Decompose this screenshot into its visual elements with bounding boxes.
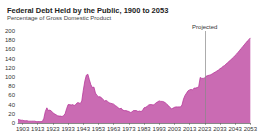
svg-text:200: 200 [5, 28, 16, 34]
svg-text:2033: 2033 [213, 126, 227, 132]
svg-text:1983: 1983 [137, 126, 151, 132]
svg-text:2023: 2023 [198, 126, 212, 132]
svg-text:1933: 1933 [61, 126, 75, 132]
svg-text:2053: 2053 [244, 126, 258, 132]
svg-text:1953: 1953 [92, 126, 106, 132]
svg-text:1973: 1973 [122, 126, 136, 132]
svg-text:1903: 1903 [16, 126, 30, 132]
svg-text:100: 100 [5, 74, 16, 80]
svg-text:1923: 1923 [46, 126, 60, 132]
svg-text:1943: 1943 [77, 126, 91, 132]
svg-text:1913: 1913 [31, 126, 45, 132]
svg-text:Projected: Projected [192, 24, 217, 30]
svg-text:140: 140 [5, 56, 16, 62]
svg-text:80: 80 [8, 83, 15, 89]
svg-text:160: 160 [5, 46, 16, 52]
svg-text:0: 0 [11, 120, 15, 126]
svg-text:2003: 2003 [168, 126, 182, 132]
svg-text:180: 180 [5, 37, 16, 43]
svg-text:40: 40 [8, 102, 15, 108]
svg-text:20: 20 [8, 111, 15, 117]
svg-text:1963: 1963 [107, 126, 121, 132]
svg-text:120: 120 [5, 65, 16, 71]
svg-text:Federal Debt Held by the Publi: Federal Debt Held by the Public, 1900 to… [7, 6, 168, 15]
svg-text:Percentage of Gross Domestic P: Percentage of Gross Domestic Product [7, 15, 111, 21]
svg-text:2043: 2043 [228, 126, 242, 132]
svg-text:1993: 1993 [153, 126, 167, 132]
svg-text:60: 60 [8, 92, 15, 98]
svg-text:2013: 2013 [183, 126, 197, 132]
